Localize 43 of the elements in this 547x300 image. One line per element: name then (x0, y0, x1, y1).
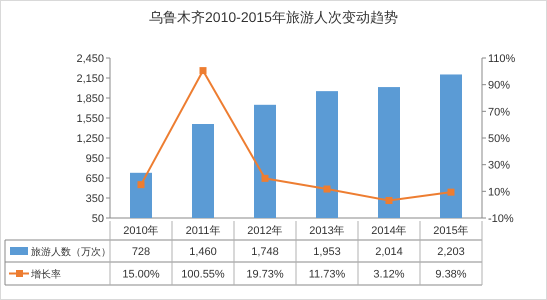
data-label: 11.73% (308, 268, 346, 280)
point (138, 181, 144, 188)
chart-title: 乌鲁木齐2010-2015年旅游人次变动趋势 (149, 9, 398, 25)
y2-tick-label: 30% (488, 160, 510, 172)
x-tick-label: 2010年 (123, 225, 159, 237)
y-tick-label: 2,450 (76, 53, 104, 65)
y2-tick-label: 110% (488, 53, 516, 65)
data-label: 3.12% (373, 268, 405, 280)
data-label: 2,014 (375, 246, 403, 258)
y-tick-label: 350 (86, 193, 104, 205)
x-tick-label: 2013年 (309, 225, 345, 237)
data-label: 1,460 (189, 246, 217, 258)
point (262, 174, 268, 182)
data-label: 1,748 (251, 246, 279, 258)
x-tick-label: 2015年 (433, 225, 469, 237)
point (386, 197, 392, 204)
x-tick-label: 2011年 (186, 225, 220, 237)
point (200, 67, 206, 74)
point (448, 188, 454, 196)
data-label: 728 (132, 246, 150, 258)
y2-tick-label: 90% (488, 80, 510, 92)
y-tick-label: 1,550 (76, 113, 104, 125)
y-tick-label: 1,850 (76, 93, 104, 105)
legend-label: 增长率 (30, 268, 61, 280)
y-tick-label: 650 (86, 173, 104, 185)
y2-tick-label: 70% (488, 106, 510, 118)
y2-tick-label: 10% (488, 186, 510, 198)
y-tick-label: 950 (86, 153, 104, 165)
legend-label: 旅游人数（万次） (31, 246, 111, 258)
data-label: 100.55% (181, 268, 225, 280)
point (324, 186, 330, 193)
x-tick-label: 2014年 (371, 225, 407, 237)
data-label: 2,203 (437, 246, 465, 258)
x-tick-label: 2012年 (247, 225, 283, 237)
data-label: 19.73% (246, 268, 284, 280)
data-label: 9.38% (435, 268, 467, 280)
data-label: 15.00% (122, 268, 160, 280)
y2-tick-label: 50% (488, 133, 510, 145)
y-tick-label: 2,150 (76, 73, 104, 85)
y-tick-label: 50 (92, 213, 104, 225)
y2-tick-label: -10% (488, 213, 514, 225)
y-tick-label: 1,250 (76, 133, 104, 145)
data-label: 1,953 (313, 246, 341, 258)
